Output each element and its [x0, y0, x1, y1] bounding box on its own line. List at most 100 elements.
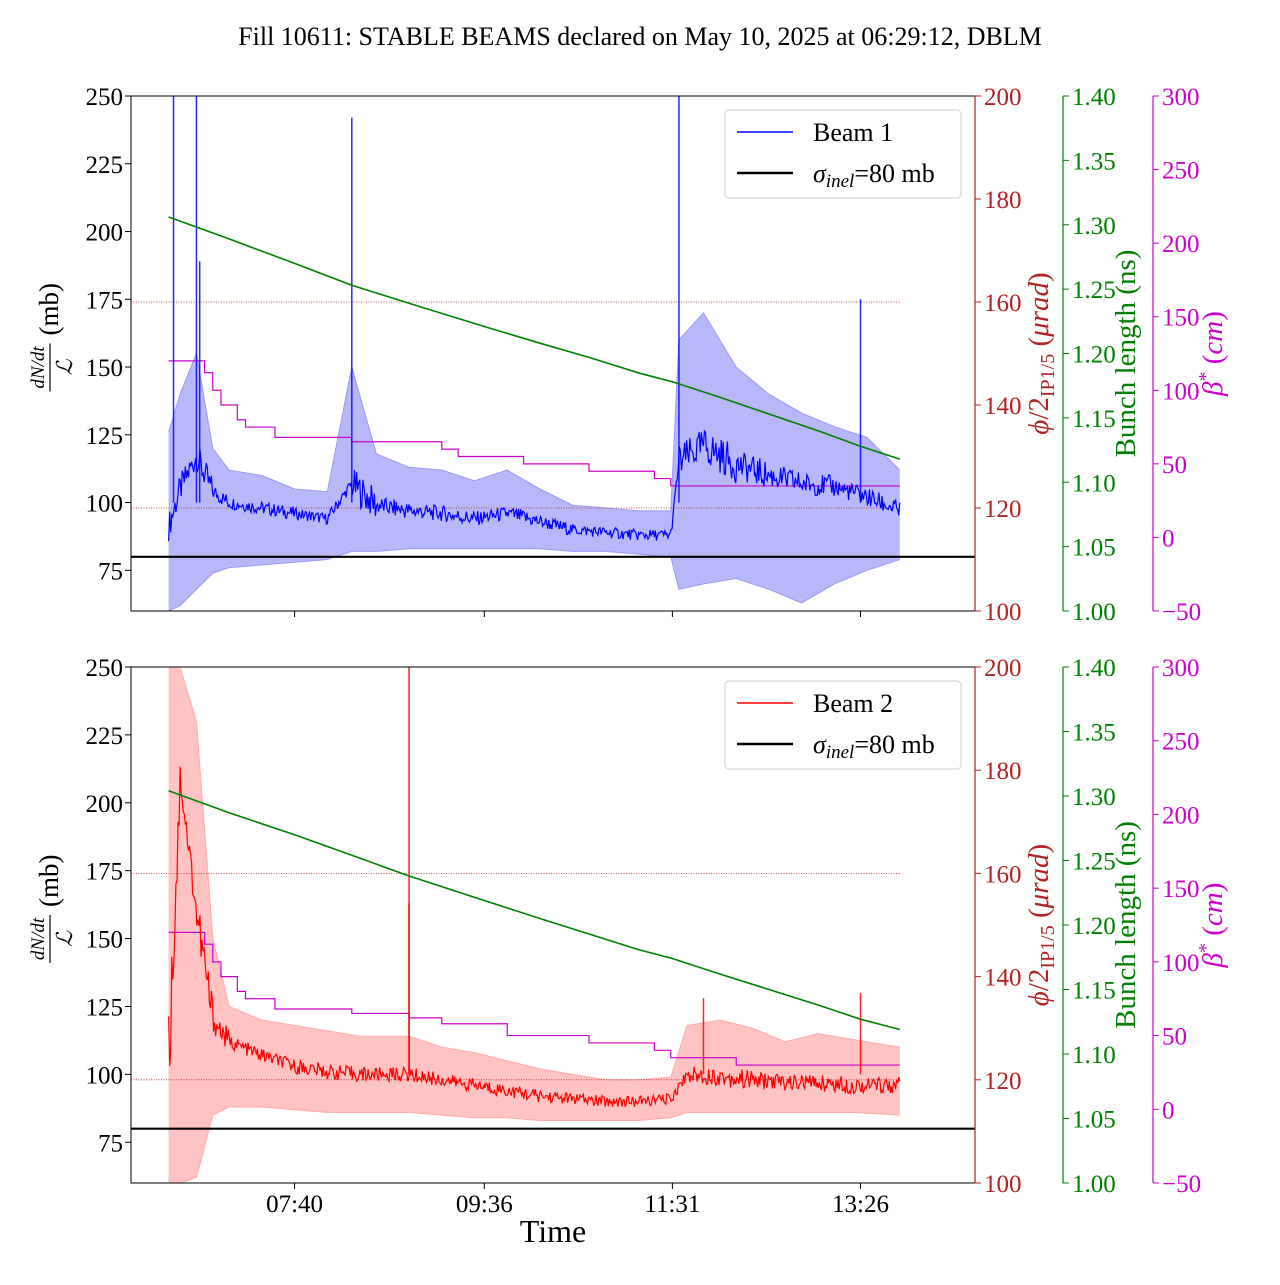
plot-area [131, 667, 975, 1183]
secondary-axis-bunch-length: 1.00 1.05 1.10 1.15 1.20 1.25 1.30 1.35 1.40 Bunc… [1062, 655, 1142, 1198]
secondary-y-tick-label: 250 [1162, 158, 1200, 185]
secondary-y-tick-label: 1.10 [1072, 470, 1116, 497]
label-part: β [1197, 381, 1229, 397]
plot-area [131, 96, 975, 611]
legend-label-sigma: σinel=80 mb [813, 730, 935, 763]
y-tick-label: 225 [86, 723, 124, 750]
secondary-y-tick-label: 50 [1162, 1024, 1187, 1051]
secondary-y-tick-label: 300 [1162, 655, 1200, 682]
y-tick-label: 200 [86, 220, 124, 247]
y-label-numerator: dN/dt [28, 917, 49, 960]
secondary-y-tick-label: 1.15 [1072, 406, 1116, 433]
secondary-axis-bunch-length: 1.00 1.05 1.10 1.15 1.20 1.25 1.30 1.35 1.40 Bunc… [1062, 84, 1142, 626]
y-tick-label: 175 [86, 859, 124, 886]
secondary-y-tick-label: 50 [1162, 452, 1187, 479]
panel-bottom: 75 100 125 150 175 200 225 250 dN/dt ℒ (mb) 07:40 09… [28, 655, 1229, 1218]
label-part: ) [1023, 272, 1055, 282]
secondary-y-tick-label: 140 [984, 393, 1022, 420]
secondary-y-tick-label: 1.35 [1072, 720, 1116, 747]
legend: Beam 2 σinel=80 mb [724, 680, 962, 770]
y-tick-label: 150 [86, 927, 124, 954]
x-tick-label: 07:40 [266, 1191, 323, 1218]
secondary-y-tick-label: 100 [984, 599, 1022, 626]
y-tick-label: 225 [86, 152, 124, 179]
secondary-y-tick-label: 0 [1162, 1097, 1175, 1124]
secondary-axis-label: β* (cm) [1195, 311, 1229, 397]
secondary-y-tick-label: 1.35 [1072, 148, 1116, 175]
secondary-y-tick-label: 100 [984, 1171, 1022, 1198]
label-part: IP1/5 [1037, 925, 1059, 968]
legend-label-sigma: σinel=80 mb [813, 159, 935, 192]
band-lower-line [168, 1106, 900, 1183]
y-tick-label: 100 [86, 1062, 124, 1089]
band-fill [168, 667, 900, 1183]
secondary-y-tick-label: −50 [1162, 1171, 1201, 1198]
x-tick-label: 09:36 [456, 1191, 513, 1218]
label-part: ( [1023, 908, 1055, 925]
secondary-y-tick-label: 120 [984, 496, 1022, 523]
label-part: β [1197, 952, 1229, 968]
y-tick-label: 75 [98, 1130, 123, 1157]
label-part: ϕ [1023, 991, 1055, 1006]
legend-part: σ [813, 730, 827, 759]
y-tick-label: 250 [86, 84, 124, 111]
secondary-y-tick-label: 1.00 [1072, 599, 1116, 626]
secondary-y-tick-label: 1.10 [1072, 1042, 1116, 1069]
secondary-axis-label: Bunch length (ns) [1110, 821, 1142, 1029]
bunch-length-line [168, 790, 901, 1031]
legend-part: σ [813, 159, 827, 188]
secondary-axis-beta-star: −50 0 50 100 150 200 250 300 β* (cm) [1152, 655, 1229, 1198]
label-part: ) [1197, 883, 1229, 893]
label-part: * [1195, 371, 1217, 381]
secondary-y-tick-label: −50 [1162, 599, 1201, 626]
y-tick-label: 125 [86, 994, 124, 1021]
label-part: * [1195, 943, 1217, 953]
secondary-y-tick-label: 200 [1162, 802, 1200, 829]
x-tick-label: 13:26 [832, 1191, 889, 1218]
y-tick-label: 100 [86, 491, 124, 518]
label-part: cm [1197, 892, 1229, 926]
y-tick-label: 150 [86, 355, 124, 382]
label-part: ( [1023, 337, 1055, 354]
secondary-axis-crossing-angle: 100 120 140 160 180 200 ϕ/2IP1/5 (μrad) [974, 655, 1059, 1198]
secondary-axis-beta-star: −50 0 50 100 150 200 250 300 β* (cm) [1152, 84, 1229, 626]
y-label-denominator: ℒ [52, 930, 77, 947]
y-label-unit: (mb) [34, 855, 64, 907]
legend-label-beam: Beam 1 [813, 118, 893, 147]
secondary-axis-crossing-angle: 100 120 140 160 180 200 ϕ/2IP1/5 (μrad) [974, 84, 1059, 626]
secondary-y-tick-label: 200 [984, 84, 1022, 111]
secondary-y-tick-label: 1.25 [1072, 849, 1116, 876]
secondary-y-tick-label: 1.00 [1072, 1171, 1116, 1198]
y-tick-label: 175 [86, 287, 124, 314]
y-tick-label: 250 [86, 655, 124, 682]
band-lower-line [168, 548, 900, 611]
y-label-numerator: dN/dt [28, 346, 49, 389]
band-upper-line [168, 311, 901, 512]
label-part: μrad [1023, 281, 1055, 337]
beta-star-line [168, 931, 900, 1066]
secondary-y-tick-label: 120 [984, 1068, 1022, 1095]
bunch-length-line [168, 216, 901, 460]
band-fill [168, 312, 900, 611]
secondary-y-tick-label: 250 [1162, 729, 1200, 756]
band-upper-line [168, 667, 900, 1081]
label-part: /2 [1023, 969, 1055, 992]
legend-part: inel [826, 742, 855, 763]
secondary-y-tick-label: 100 [1162, 950, 1200, 977]
secondary-y-tick-label: 300 [1162, 84, 1200, 111]
legend-part: =80 mb [854, 159, 934, 188]
legend-part: =80 mb [854, 730, 934, 759]
legend-label-beam: Beam 2 [813, 689, 893, 718]
y-tick-label: 125 [86, 423, 124, 450]
label-part: ( [1197, 926, 1229, 943]
secondary-y-tick-label: 1.20 [1072, 913, 1116, 940]
y-label-unit: (mb) [34, 283, 64, 335]
label-part: μrad [1023, 853, 1055, 909]
label-part: ) [1023, 844, 1055, 854]
secondary-y-tick-label: 1.15 [1072, 978, 1116, 1005]
secondary-y-tick-label: 1.25 [1072, 277, 1116, 304]
secondary-y-tick-label: 100 [1162, 378, 1200, 405]
